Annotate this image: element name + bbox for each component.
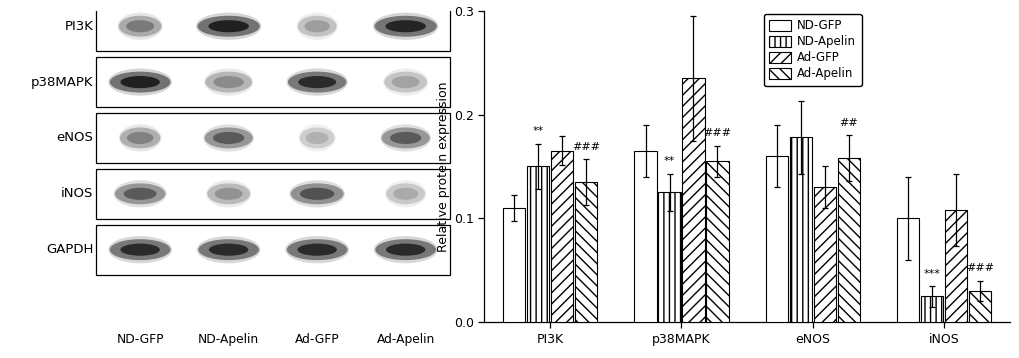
Bar	[96, 169, 449, 219]
Bar	[682, 78, 704, 322]
Bar	[527, 166, 549, 322]
Ellipse shape	[286, 68, 347, 96]
Ellipse shape	[203, 124, 254, 151]
Ellipse shape	[123, 188, 157, 200]
Ellipse shape	[117, 13, 162, 40]
Bar	[813, 187, 836, 322]
Ellipse shape	[385, 180, 426, 207]
Bar	[96, 1, 449, 51]
Text: p38MAPK: p38MAPK	[32, 76, 94, 88]
Bar	[897, 218, 918, 322]
Bar	[96, 57, 449, 107]
Ellipse shape	[110, 239, 170, 260]
Bar	[789, 137, 811, 322]
Ellipse shape	[213, 76, 244, 88]
Ellipse shape	[119, 124, 161, 151]
Ellipse shape	[206, 180, 251, 207]
Ellipse shape	[305, 20, 329, 32]
Bar	[657, 192, 680, 322]
Ellipse shape	[392, 188, 418, 200]
Text: ###: ###	[965, 263, 994, 274]
Ellipse shape	[373, 236, 437, 263]
Ellipse shape	[384, 72, 427, 92]
Ellipse shape	[306, 132, 328, 144]
Bar	[575, 182, 596, 322]
Ellipse shape	[386, 183, 425, 204]
Ellipse shape	[108, 236, 172, 263]
Ellipse shape	[380, 124, 431, 151]
Bar	[502, 208, 525, 322]
Ellipse shape	[118, 16, 161, 37]
Ellipse shape	[209, 243, 249, 256]
Ellipse shape	[300, 188, 334, 200]
Ellipse shape	[205, 72, 252, 92]
Text: ###: ###	[702, 129, 731, 139]
Ellipse shape	[208, 20, 249, 32]
Ellipse shape	[197, 236, 260, 263]
Ellipse shape	[110, 72, 170, 92]
Text: ##: ##	[839, 118, 857, 128]
Text: Ad-Apelin: Ad-Apelin	[376, 333, 434, 346]
Bar	[705, 161, 728, 322]
Y-axis label: Relative protein expression: Relative protein expression	[436, 81, 449, 252]
Text: iNOS: iNOS	[61, 187, 94, 200]
Bar	[837, 158, 859, 322]
Ellipse shape	[204, 68, 253, 96]
Ellipse shape	[299, 124, 335, 151]
Ellipse shape	[207, 183, 250, 204]
Bar	[765, 156, 788, 322]
Text: Ad-GFP: Ad-GFP	[294, 333, 339, 346]
Ellipse shape	[373, 13, 438, 40]
Bar	[96, 113, 449, 163]
Ellipse shape	[120, 243, 160, 256]
Ellipse shape	[126, 20, 154, 32]
Text: ***: ***	[923, 268, 940, 279]
Ellipse shape	[287, 72, 346, 92]
Ellipse shape	[290, 183, 343, 204]
Ellipse shape	[196, 13, 261, 40]
Ellipse shape	[286, 239, 347, 260]
Text: ###: ###	[572, 142, 599, 152]
Ellipse shape	[285, 236, 348, 263]
Ellipse shape	[391, 76, 419, 88]
Text: GAPDH: GAPDH	[46, 243, 94, 256]
Legend: ND-GFP, ND-Apelin, Ad-GFP, Ad-Apelin: ND-GFP, ND-Apelin, Ad-GFP, Ad-Apelin	[763, 14, 861, 86]
Ellipse shape	[297, 13, 337, 40]
Text: **: **	[532, 126, 543, 136]
Ellipse shape	[204, 127, 253, 149]
Ellipse shape	[108, 68, 172, 96]
Bar	[968, 291, 990, 322]
Bar	[944, 210, 966, 322]
Text: ND-GFP: ND-GFP	[116, 333, 164, 346]
Text: ND-Apelin: ND-Apelin	[198, 333, 259, 346]
Ellipse shape	[198, 239, 259, 260]
Ellipse shape	[289, 180, 344, 207]
Ellipse shape	[385, 243, 425, 256]
Ellipse shape	[215, 188, 243, 200]
Ellipse shape	[381, 127, 429, 149]
Ellipse shape	[389, 132, 421, 144]
Ellipse shape	[113, 180, 166, 207]
Bar	[550, 151, 573, 322]
Ellipse shape	[115, 183, 165, 204]
Ellipse shape	[198, 16, 260, 37]
Text: PI3K: PI3K	[64, 20, 94, 33]
Ellipse shape	[385, 20, 426, 32]
Ellipse shape	[298, 16, 336, 37]
Bar	[634, 151, 656, 322]
Text: **: **	[663, 156, 675, 166]
Ellipse shape	[374, 16, 436, 37]
Ellipse shape	[298, 76, 336, 88]
Bar	[96, 225, 449, 275]
Ellipse shape	[120, 76, 160, 88]
Ellipse shape	[375, 239, 435, 260]
Ellipse shape	[213, 132, 245, 144]
Ellipse shape	[120, 127, 160, 149]
Text: eNOS: eNOS	[57, 131, 94, 144]
Ellipse shape	[298, 243, 336, 256]
Ellipse shape	[126, 132, 153, 144]
Bar	[920, 296, 943, 322]
Ellipse shape	[383, 68, 428, 96]
Ellipse shape	[300, 127, 334, 149]
